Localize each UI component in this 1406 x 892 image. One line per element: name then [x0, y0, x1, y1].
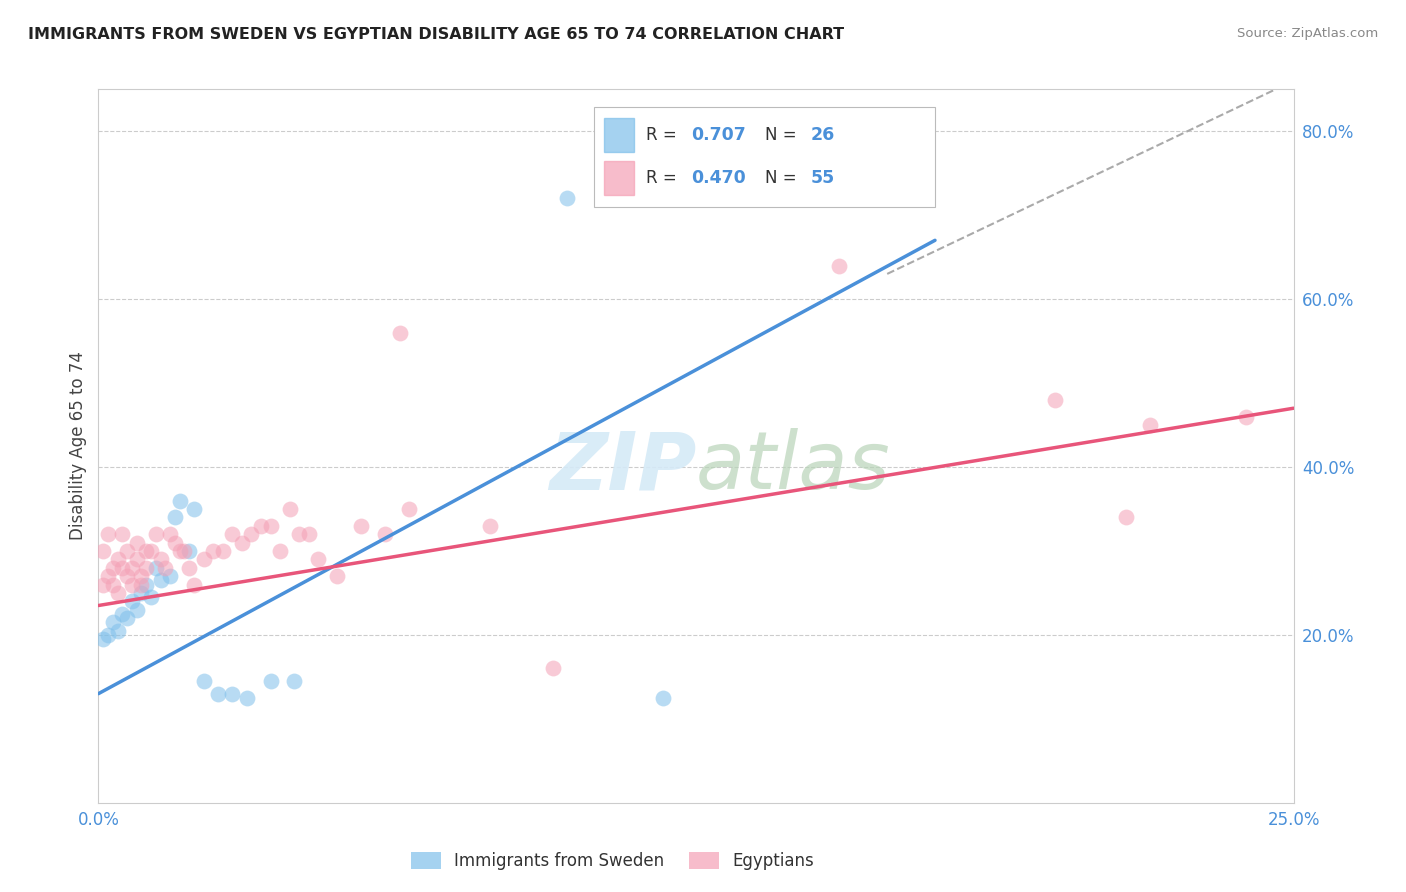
Point: [131, 569, 153, 583]
Bar: [605, 118, 634, 152]
Text: atlas: atlas: [696, 428, 891, 507]
Point: [250, 518, 273, 533]
Bar: [605, 161, 634, 194]
Point: [1139, 417, 1161, 432]
Point: [193, 674, 215, 689]
Point: [155, 560, 177, 574]
Point: [115, 611, 138, 625]
Point: [651, 690, 673, 705]
Point: [135, 577, 157, 591]
Point: [207, 687, 229, 701]
Point: [125, 603, 148, 617]
Point: [179, 544, 201, 558]
Y-axis label: Disability Age 65 to 74: Disability Age 65 to 74: [69, 351, 87, 541]
Point: [125, 535, 148, 549]
Point: [307, 552, 329, 566]
Point: [326, 569, 349, 583]
Point: [145, 527, 167, 541]
Point: [107, 552, 129, 566]
Point: [101, 577, 124, 591]
Point: [163, 510, 186, 524]
Point: [139, 544, 162, 558]
Point: [97, 527, 120, 541]
Point: [1115, 510, 1137, 524]
Point: [278, 502, 301, 516]
Text: R =: R =: [645, 169, 682, 186]
FancyBboxPatch shape: [595, 107, 935, 207]
Point: [193, 552, 215, 566]
Legend: Immigrants from Sweden, Egyptians: Immigrants from Sweden, Egyptians: [404, 845, 821, 877]
Point: [121, 560, 143, 574]
Point: [91, 544, 114, 558]
Point: [101, 615, 124, 630]
Point: [235, 690, 257, 705]
Text: 55: 55: [811, 169, 835, 186]
Text: IMMIGRANTS FROM SWEDEN VS EGYPTIAN DISABILITY AGE 65 TO 74 CORRELATION CHART: IMMIGRANTS FROM SWEDEN VS EGYPTIAN DISAB…: [28, 27, 844, 42]
Point: [121, 577, 143, 591]
Point: [115, 569, 138, 583]
Point: [107, 586, 129, 600]
Text: N =: N =: [765, 169, 803, 186]
Point: [121, 594, 143, 608]
Point: [221, 527, 243, 541]
Point: [374, 527, 396, 541]
Point: [149, 552, 172, 566]
Point: [350, 518, 373, 533]
Point: [240, 527, 263, 541]
Point: [145, 560, 167, 574]
Point: [111, 607, 134, 621]
Point: [221, 687, 243, 701]
Point: [259, 674, 281, 689]
Point: [179, 560, 201, 574]
Point: [555, 191, 578, 205]
Point: [388, 326, 411, 340]
Point: [97, 569, 120, 583]
Point: [288, 527, 311, 541]
Point: [183, 502, 205, 516]
Point: [135, 560, 157, 574]
Point: [131, 577, 153, 591]
Point: [541, 661, 564, 675]
Point: [159, 527, 181, 541]
Point: [183, 577, 205, 591]
Point: [231, 535, 253, 549]
Point: [97, 628, 120, 642]
Point: [169, 544, 191, 558]
Point: [211, 544, 233, 558]
Point: [115, 544, 138, 558]
Text: 0.707: 0.707: [692, 126, 747, 144]
Point: [101, 560, 124, 574]
Text: 26: 26: [811, 126, 835, 144]
Point: [169, 493, 191, 508]
Point: [283, 674, 305, 689]
Text: ZIP: ZIP: [548, 428, 696, 507]
Point: [269, 544, 291, 558]
Point: [159, 569, 181, 583]
Point: [259, 518, 281, 533]
Point: [298, 527, 321, 541]
Point: [828, 259, 851, 273]
Point: [135, 544, 157, 558]
Point: [111, 527, 134, 541]
Point: [1043, 392, 1066, 407]
Point: [139, 590, 162, 604]
Point: [1234, 409, 1257, 424]
Text: 0.470: 0.470: [692, 169, 747, 186]
Point: [91, 577, 114, 591]
Text: R =: R =: [645, 126, 682, 144]
Point: [173, 544, 195, 558]
Point: [149, 574, 172, 588]
Point: [479, 518, 502, 533]
Text: Source: ZipAtlas.com: Source: ZipAtlas.com: [1237, 27, 1378, 40]
Point: [107, 624, 129, 638]
Point: [163, 535, 186, 549]
Point: [398, 502, 420, 516]
Point: [125, 552, 148, 566]
Point: [202, 544, 225, 558]
Point: [91, 632, 114, 646]
Text: N =: N =: [765, 126, 803, 144]
Point: [131, 586, 153, 600]
Point: [111, 560, 134, 574]
